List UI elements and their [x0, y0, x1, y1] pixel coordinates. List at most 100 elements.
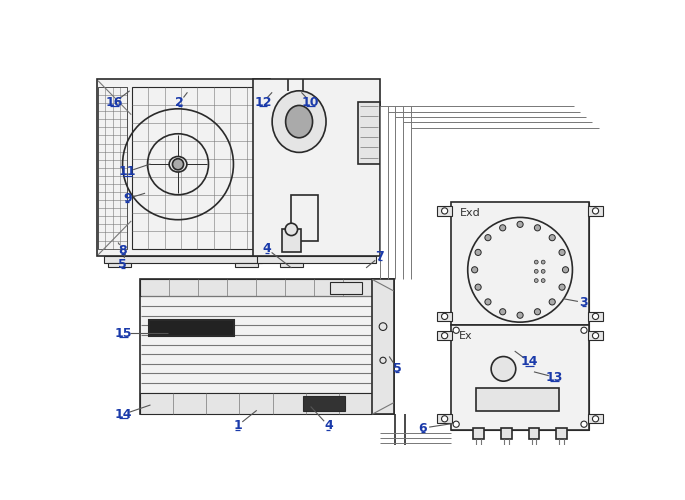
Text: 2: 2: [175, 96, 184, 109]
Bar: [280, 262, 303, 267]
Ellipse shape: [169, 156, 187, 172]
Bar: [437, 206, 452, 216]
Text: 5: 5: [119, 258, 127, 270]
Circle shape: [468, 218, 573, 322]
Bar: [451, 202, 589, 430]
Bar: [291, 194, 319, 241]
Bar: [140, 392, 372, 414]
Circle shape: [380, 357, 386, 364]
Circle shape: [475, 250, 481, 256]
Circle shape: [442, 416, 448, 422]
Ellipse shape: [272, 91, 326, 152]
Bar: [97, 79, 270, 256]
Circle shape: [517, 222, 523, 228]
Bar: [149, 320, 234, 336]
Bar: [98, 87, 127, 248]
Circle shape: [379, 323, 387, 330]
Bar: [437, 414, 452, 424]
Text: 1: 1: [233, 419, 242, 432]
Circle shape: [471, 266, 477, 273]
Text: 15: 15: [115, 327, 132, 340]
Circle shape: [541, 270, 545, 274]
Bar: [501, 428, 512, 439]
Bar: [132, 87, 263, 248]
Bar: [588, 414, 603, 424]
Bar: [473, 428, 484, 439]
Bar: [529, 428, 539, 439]
Bar: [140, 280, 394, 414]
Circle shape: [442, 208, 448, 214]
Circle shape: [173, 158, 184, 170]
Text: 8: 8: [119, 244, 127, 256]
Bar: [372, 280, 394, 414]
Bar: [437, 331, 452, 340]
Circle shape: [593, 332, 599, 338]
Circle shape: [499, 308, 506, 315]
Bar: [253, 79, 380, 256]
Bar: [509, 241, 531, 255]
Text: 11: 11: [119, 165, 136, 178]
Circle shape: [491, 356, 516, 381]
Text: 9: 9: [123, 192, 132, 205]
Circle shape: [559, 284, 565, 290]
Bar: [257, 256, 376, 262]
Circle shape: [593, 314, 599, 320]
Circle shape: [593, 208, 599, 214]
Text: Ex: Ex: [458, 330, 472, 340]
Text: 4: 4: [324, 419, 333, 432]
Text: 14: 14: [115, 408, 132, 420]
Circle shape: [285, 223, 297, 235]
Circle shape: [541, 278, 545, 282]
Bar: [104, 256, 262, 262]
Bar: [140, 280, 372, 296]
Circle shape: [453, 327, 459, 334]
Bar: [498, 258, 530, 285]
Bar: [588, 331, 603, 340]
Circle shape: [534, 278, 538, 282]
Circle shape: [534, 270, 538, 274]
Circle shape: [499, 224, 506, 231]
Circle shape: [541, 260, 545, 264]
Bar: [358, 102, 380, 164]
Circle shape: [562, 266, 569, 273]
Bar: [330, 282, 362, 294]
Text: Exd: Exd: [460, 208, 481, 218]
Text: 12: 12: [254, 96, 272, 109]
Circle shape: [475, 284, 481, 290]
Bar: [451, 325, 589, 430]
Text: 13: 13: [546, 370, 564, 384]
Circle shape: [453, 421, 459, 428]
Text: 10: 10: [302, 96, 319, 109]
Ellipse shape: [286, 106, 312, 138]
Text: 7: 7: [375, 250, 384, 263]
Text: 3: 3: [580, 296, 588, 309]
Circle shape: [442, 332, 448, 338]
Text: 4: 4: [262, 242, 271, 255]
Circle shape: [549, 234, 556, 240]
Circle shape: [485, 234, 491, 240]
Circle shape: [581, 327, 587, 334]
Circle shape: [517, 312, 523, 318]
Bar: [282, 230, 301, 252]
Circle shape: [442, 314, 448, 320]
Circle shape: [534, 224, 540, 231]
Text: 14: 14: [521, 356, 538, 368]
Text: 6: 6: [419, 422, 427, 434]
Bar: [303, 396, 345, 411]
Text: 5: 5: [393, 362, 401, 374]
Circle shape: [534, 260, 538, 264]
Circle shape: [581, 421, 587, 428]
Bar: [235, 262, 258, 267]
Circle shape: [559, 250, 565, 256]
Circle shape: [534, 308, 540, 315]
Text: 16: 16: [105, 96, 123, 109]
Bar: [556, 428, 567, 439]
Bar: [588, 312, 603, 321]
Bar: [451, 202, 589, 325]
Bar: [437, 312, 452, 321]
Circle shape: [593, 416, 599, 422]
Circle shape: [485, 299, 491, 305]
Bar: [588, 206, 603, 216]
Circle shape: [549, 299, 556, 305]
Bar: [108, 262, 132, 267]
